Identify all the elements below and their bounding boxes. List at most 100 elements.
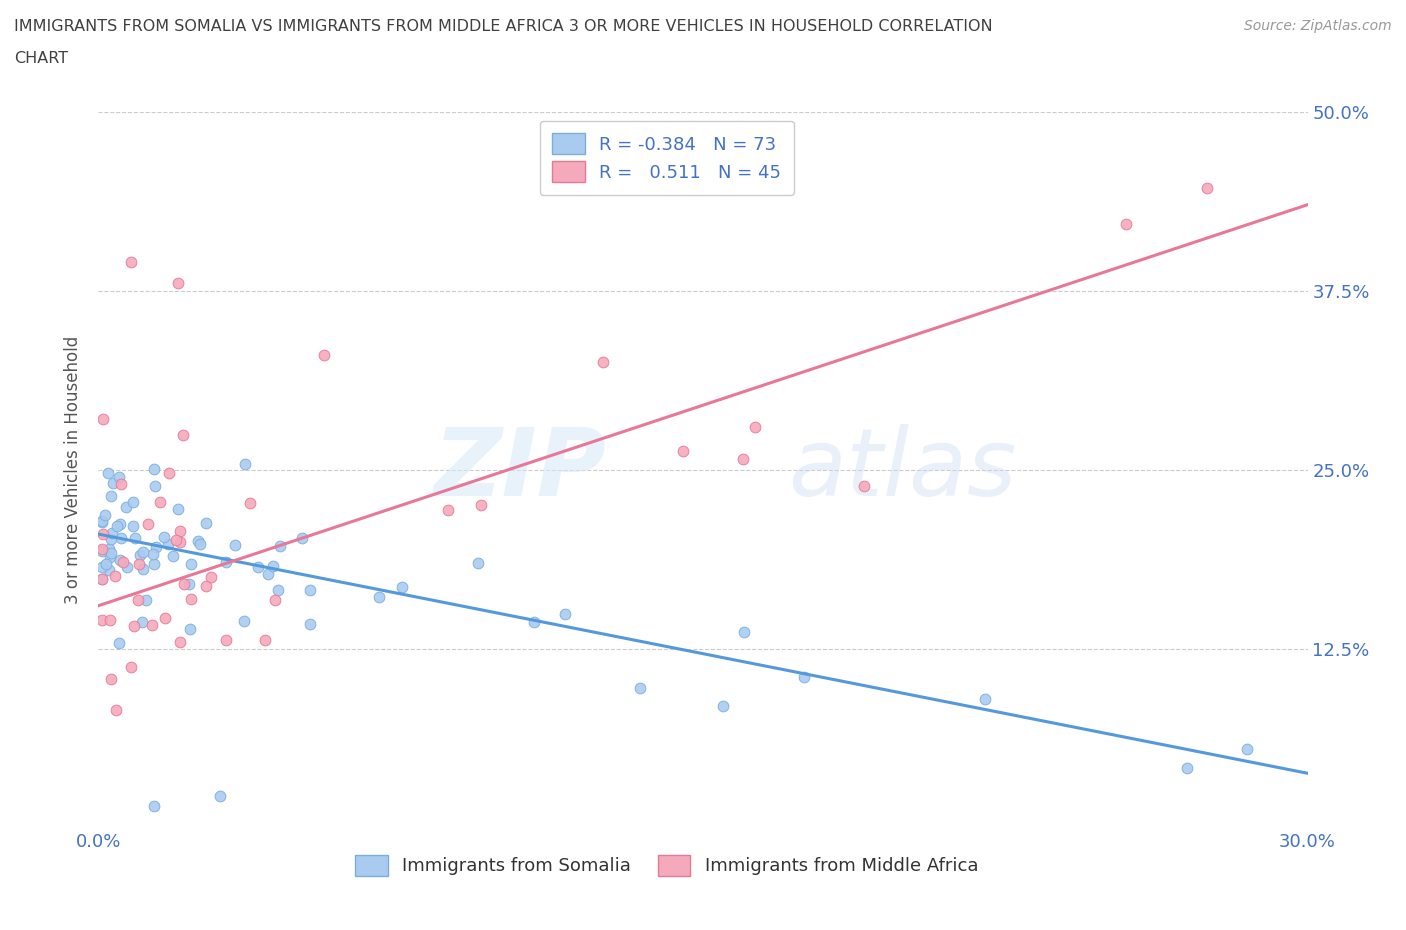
Point (195, 515, 218, 530)
Point (93, 507, 115, 522)
Point (246, 559, 269, 574)
Point (711, 698, 734, 713)
Point (91, 613, 114, 628)
Legend: Immigrants from Somalia, Immigrants from Middle Africa: Immigrants from Somalia, Immigrants from… (347, 848, 986, 884)
Point (105, 518, 128, 533)
Point (628, 681, 651, 696)
Point (149, 495, 172, 510)
Point (314, 348, 336, 363)
Point (135, 593, 157, 608)
Point (104, 702, 127, 717)
Point (1236, 741, 1258, 756)
Point (592, 355, 614, 370)
Point (115, 560, 138, 575)
Point (104, 568, 127, 583)
Point (467, 556, 489, 571)
Point (97, 541, 120, 556)
Point (162, 549, 184, 564)
Point (91, 513, 114, 528)
Point (153, 529, 176, 544)
Point (368, 590, 391, 604)
Point (224, 538, 246, 552)
Text: atlas: atlas (787, 424, 1017, 515)
Point (97, 563, 120, 578)
Point (141, 618, 163, 632)
Point (110, 531, 132, 546)
Point (437, 502, 460, 517)
Point (169, 634, 191, 649)
Point (257, 566, 280, 581)
Point (298, 582, 321, 597)
Point (187, 533, 209, 548)
Point (159, 465, 181, 480)
Point (173, 577, 195, 591)
Point (167, 501, 190, 516)
Point (138, 516, 160, 531)
Point (153, 610, 176, 625)
Point (233, 457, 256, 472)
Point (115, 499, 138, 514)
Point (208, 789, 231, 804)
Point (470, 498, 492, 513)
Point (91, 560, 114, 575)
Point (128, 548, 150, 563)
Point (733, 624, 755, 639)
Point (1195, 180, 1218, 195)
Point (1175, 760, 1198, 775)
Point (793, 670, 815, 684)
Point (180, 557, 202, 572)
Point (110, 516, 132, 531)
Point (132, 562, 155, 577)
Point (98, 550, 121, 565)
Point (91, 572, 114, 587)
Point (98, 613, 121, 628)
Point (179, 622, 201, 637)
Point (391, 579, 413, 594)
Point (165, 533, 187, 548)
Point (145, 539, 167, 554)
Text: CHART: CHART (14, 51, 67, 66)
Point (120, 255, 142, 270)
Y-axis label: 3 or more Vehicles in Household: 3 or more Vehicles in Household (65, 336, 83, 604)
Point (142, 799, 165, 814)
Point (194, 578, 217, 593)
Point (100, 532, 122, 547)
Point (157, 537, 180, 551)
Point (91, 572, 114, 587)
Point (91, 411, 114, 426)
Point (269, 538, 291, 553)
Point (110, 552, 132, 567)
Point (672, 444, 695, 458)
Point (108, 469, 131, 484)
Point (291, 530, 314, 545)
Point (91, 543, 114, 558)
Point (167, 276, 190, 291)
Text: Source: ZipAtlas.com: Source: ZipAtlas.com (1244, 19, 1392, 33)
Point (91, 514, 114, 529)
Point (132, 545, 155, 560)
Point (853, 479, 876, 494)
Point (232, 614, 254, 629)
Point (120, 659, 142, 674)
Point (101, 525, 124, 540)
Point (731, 451, 754, 466)
Point (1115, 216, 1137, 231)
Point (96, 466, 118, 481)
Point (974, 691, 997, 706)
Point (200, 570, 222, 585)
Point (177, 577, 200, 591)
Point (744, 420, 766, 435)
Point (239, 495, 262, 510)
Text: IMMIGRANTS FROM SOMALIA VS IMMIGRANTS FROM MIDDLE AFRICA 3 OR MORE VEHICLES IN H: IMMIGRANTS FROM SOMALIA VS IMMIGRANTS FR… (14, 19, 993, 33)
Point (121, 519, 143, 534)
Point (100, 546, 122, 561)
Point (108, 636, 131, 651)
Point (96, 556, 118, 571)
Point (124, 530, 146, 545)
Point (131, 615, 153, 630)
Point (142, 462, 165, 477)
Point (263, 592, 285, 607)
Point (101, 475, 124, 490)
Point (127, 592, 149, 607)
Point (124, 618, 146, 633)
